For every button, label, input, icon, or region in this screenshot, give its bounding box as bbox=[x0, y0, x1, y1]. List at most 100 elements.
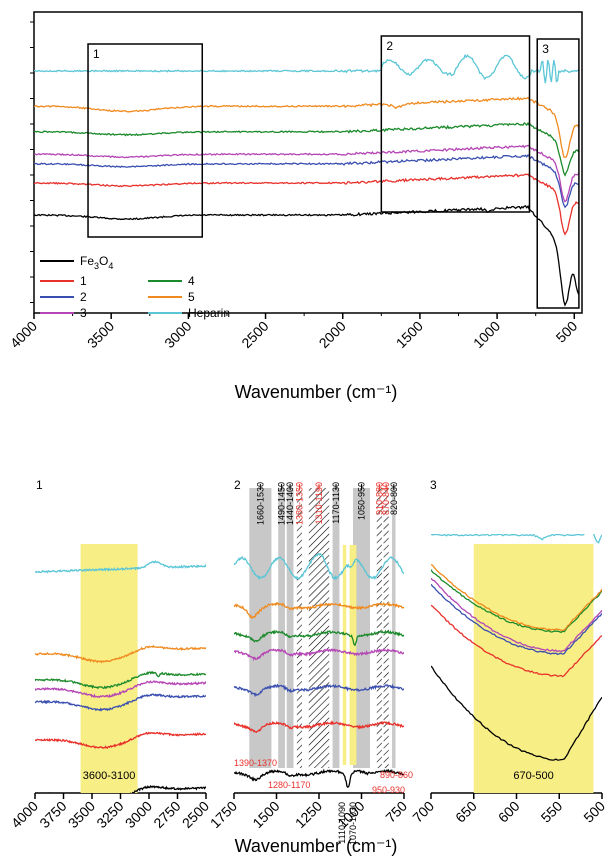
band-rect bbox=[383, 488, 389, 768]
x-tick-label: 550 bbox=[538, 798, 566, 826]
band-bottom-label: 890-860 bbox=[380, 770, 413, 780]
panel-2-line bbox=[234, 601, 404, 619]
panel-2-curves bbox=[234, 552, 404, 788]
panel-1-line bbox=[35, 670, 206, 690]
yellow-band-rect bbox=[342, 545, 347, 765]
x-tick-label: 650 bbox=[452, 798, 480, 826]
highlight-label: 670-500 bbox=[513, 770, 553, 782]
band-top-label: 1310-1190 bbox=[314, 482, 324, 524]
panel-2-line bbox=[234, 683, 404, 698]
series-line-heparin bbox=[34, 53, 579, 84]
band-bottom-label: 1280-1170 bbox=[268, 780, 310, 790]
panel-1-line bbox=[35, 785, 206, 793]
x-tick-label: 1250 bbox=[292, 798, 325, 831]
x-tick-label: 3000 bbox=[122, 798, 155, 831]
x-tick-label: 3250 bbox=[93, 798, 126, 831]
x-tick-label: 3500 bbox=[65, 798, 98, 831]
main-plot-frame bbox=[33, 11, 583, 314]
band-top-label: 1660-1530 bbox=[255, 482, 265, 525]
band-bottom-label: 1390-1370 bbox=[234, 758, 277, 768]
x-tick-label: 4000 bbox=[7, 318, 40, 351]
panel-1-curves bbox=[35, 560, 206, 793]
legend-label: 4 bbox=[188, 274, 195, 288]
legend-label: 5 bbox=[188, 290, 195, 304]
series-line-4 bbox=[34, 121, 580, 177]
region-box-3 bbox=[536, 38, 580, 309]
x-tick-label: 700 bbox=[409, 798, 437, 826]
band-top-label: 1490-1450 bbox=[277, 482, 287, 525]
x-tick-label: 500 bbox=[580, 798, 608, 826]
main-chart: 4000 3500 3000 2500 2000 1500 1000 500 1 2 3 Fe3O4 1… bbox=[7, 11, 583, 351]
band-top-label: 870-840 bbox=[381, 482, 391, 515]
highlight-band bbox=[473, 544, 594, 793]
curves-layer bbox=[34, 53, 580, 307]
legend: Fe3O4 1 2 3 4 5 Heparin bbox=[40, 254, 230, 320]
region-box-1 bbox=[87, 43, 204, 238]
panel-3-chart: 3 700 650 600 550 500 670-500 bbox=[409, 478, 608, 826]
region-box-2 bbox=[380, 35, 531, 213]
x-tick-label: 2750 bbox=[150, 798, 183, 831]
x-tick-label: 2500 bbox=[238, 318, 271, 351]
band-rect bbox=[392, 488, 396, 768]
band-top-label: 820-800 bbox=[389, 482, 399, 515]
region-box-label-1: 1 bbox=[93, 47, 100, 61]
band-rect bbox=[286, 488, 294, 768]
panel-2-line bbox=[234, 768, 404, 788]
x-tick-label: 4000 bbox=[8, 798, 41, 831]
panel-1-line bbox=[35, 560, 206, 574]
panel-3-curves bbox=[431, 534, 602, 761]
panel-3-line bbox=[431, 665, 602, 761]
band-top-label: 1440-1400 bbox=[285, 482, 295, 525]
band-top-label: 1170-1130 bbox=[331, 482, 341, 524]
x-axis-title: Wavenumber (cm⁻¹) bbox=[235, 382, 398, 402]
panel-1-number: 1 bbox=[36, 478, 43, 492]
series-line-fe3o4 bbox=[34, 204, 580, 307]
panel-3-line bbox=[431, 604, 602, 678]
x-tick-label: 3500 bbox=[84, 318, 117, 351]
legend-label: Fe3O4 bbox=[80, 254, 113, 271]
legend-label: Heparin bbox=[188, 306, 230, 320]
panel-3-line bbox=[431, 569, 602, 634]
band-rect bbox=[353, 488, 370, 768]
band-bottom-label: 1110-1090 bbox=[337, 802, 347, 844]
band-bottom-label: 950-930 bbox=[372, 785, 405, 795]
x-tick-label: 500 bbox=[553, 318, 581, 346]
x-tick-label: 2000 bbox=[316, 318, 349, 351]
highlight-label: 3600-3100 bbox=[83, 770, 136, 782]
x-tick-label: 1000 bbox=[470, 318, 503, 351]
panel-1-line bbox=[35, 680, 206, 699]
region-box-label-3: 3 bbox=[542, 42, 549, 56]
series-line-2 bbox=[34, 154, 579, 209]
x-tick-label: 600 bbox=[495, 798, 523, 826]
legend-label: 2 bbox=[80, 290, 87, 304]
panel-3-line bbox=[431, 583, 602, 656]
panel-2-line bbox=[234, 552, 404, 581]
x-tick-label: 1500 bbox=[249, 798, 282, 831]
panel-3-line bbox=[431, 577, 602, 653]
panel-2-line bbox=[234, 720, 404, 734]
panel-2-number: 2 bbox=[234, 478, 241, 492]
legend-label: 3 bbox=[80, 306, 87, 320]
band-rect bbox=[278, 488, 285, 768]
band-rect bbox=[249, 488, 272, 768]
panel-1-line bbox=[35, 731, 206, 750]
series-line-1 bbox=[34, 173, 579, 236]
panel-1-line bbox=[35, 644, 206, 664]
x-tick-label: 3750 bbox=[36, 798, 69, 831]
x-tick-label: 1750 bbox=[207, 798, 240, 831]
panel-3-number: 3 bbox=[430, 478, 437, 492]
legend-label: 1 bbox=[80, 274, 87, 288]
x-tick-label: 2500 bbox=[179, 798, 212, 831]
band-top-label: 1050-950 bbox=[357, 482, 367, 520]
panel-2-line bbox=[234, 647, 404, 662]
highlight-band bbox=[80, 544, 138, 793]
x-tick-label: 1500 bbox=[393, 318, 426, 351]
panel-3-line bbox=[431, 563, 602, 632]
x-tick-label: 3000 bbox=[161, 318, 194, 351]
band-rect bbox=[332, 488, 340, 768]
band-rect bbox=[296, 488, 302, 768]
yellow-band-rect bbox=[349, 545, 357, 765]
